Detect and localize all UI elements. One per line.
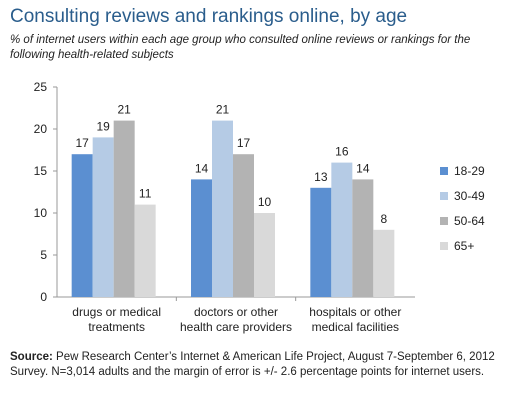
chart-title: Consulting reviews and rankings online, … <box>10 6 408 27</box>
x-tick-label: medical facilities <box>312 320 399 334</box>
legend-swatch <box>440 242 448 250</box>
data-label: 10 <box>258 195 272 209</box>
x-tick-label: treatments <box>88 320 145 334</box>
source-text: Pew Research Center’s Internet & America… <box>10 351 495 378</box>
data-label: 8 <box>380 212 387 226</box>
bar <box>134 204 156 297</box>
legend-swatch <box>440 167 448 175</box>
bar <box>71 154 93 297</box>
data-label: 14 <box>356 161 370 175</box>
data-label: 11 <box>139 187 152 201</box>
bar <box>113 120 135 297</box>
bar <box>212 120 233 297</box>
y-tick-label: 5 <box>40 248 47 262</box>
source-label: Source: <box>10 351 53 363</box>
data-label: 17 <box>237 136 251 150</box>
legend-label: 65+ <box>454 239 474 253</box>
bar <box>233 154 254 297</box>
legend-swatch <box>440 217 448 225</box>
bar <box>254 213 275 297</box>
y-tick-label: 0 <box>40 290 47 304</box>
data-label: 16 <box>335 145 349 159</box>
bar-chart: 0 5 10 15 20 25 17 19 21 11 drugs or medicaltreatm… <box>34 80 485 334</box>
legend-label: 50-64 <box>454 214 485 228</box>
bar <box>310 187 332 297</box>
data-label: 13 <box>314 170 328 184</box>
y-tick-label: 20 <box>34 122 48 136</box>
y-tick-label: 25 <box>34 80 48 94</box>
x-tick-label: doctors or other <box>194 305 278 319</box>
chart-subtitle: % of internet users within each age grou… <box>10 34 471 61</box>
bar <box>373 229 395 297</box>
x-tick-label: health care providers <box>180 320 292 334</box>
legend-label: 18-29 <box>454 164 485 178</box>
x-tick-label: drugs or medical <box>72 305 161 319</box>
x-tick-label: hospitals or other <box>309 305 401 319</box>
legend-swatch <box>440 192 448 200</box>
source-note: Source: Pew Research Center’s Internet &… <box>10 350 515 380</box>
data-label: 19 <box>96 119 110 133</box>
data-label: 21 <box>216 103 230 117</box>
bar <box>331 162 353 297</box>
data-label: 14 <box>195 161 209 175</box>
bar <box>92 137 114 297</box>
plot-area: 0 5 10 15 20 25 17 19 21 11 drugs or medicaltreatm… <box>34 80 485 334</box>
legend-label: 30-49 <box>454 189 485 203</box>
y-tick-label: 10 <box>34 206 48 220</box>
data-label: 21 <box>117 103 131 117</box>
y-tick-label: 15 <box>34 164 48 178</box>
bar <box>352 179 374 297</box>
data-label: 17 <box>75 136 89 150</box>
bar <box>191 179 212 297</box>
